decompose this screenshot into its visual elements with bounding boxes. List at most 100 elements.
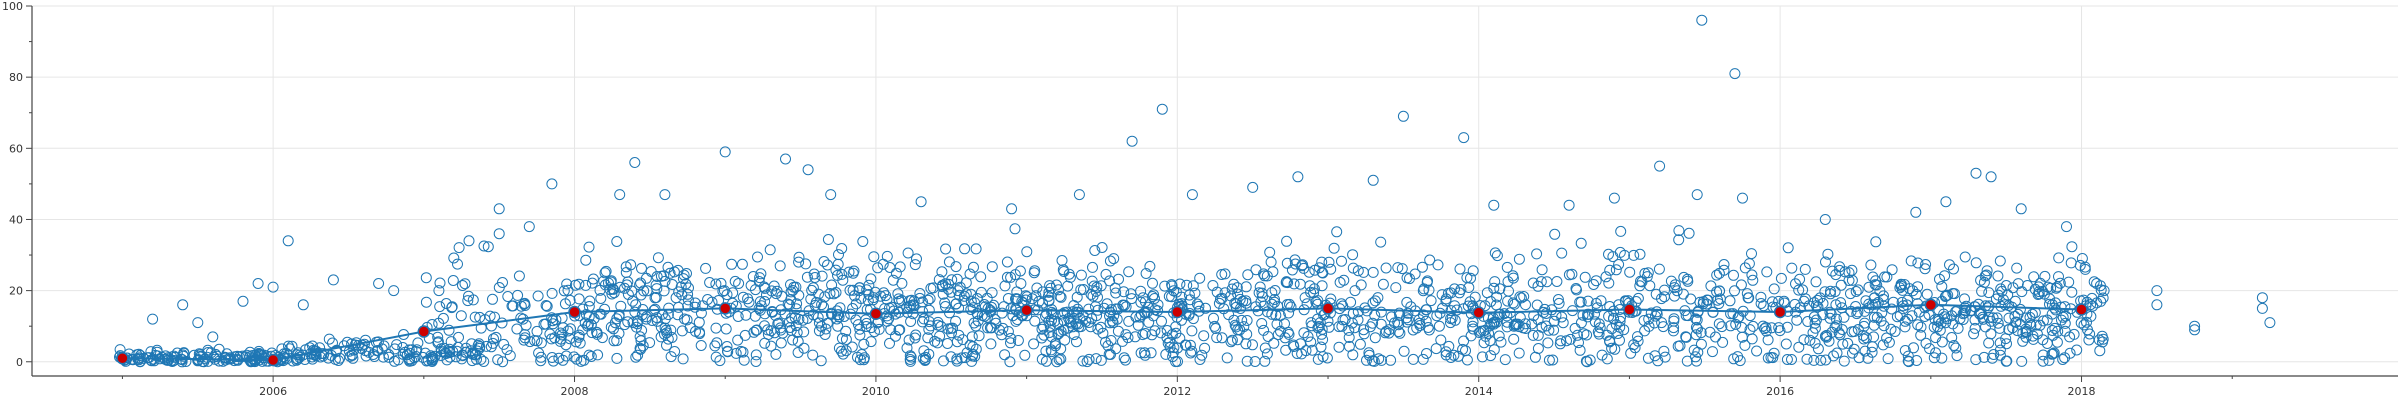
scatter-point [1513, 347, 1525, 359]
scatter-point [1556, 247, 1568, 259]
scatter-point [2071, 344, 2083, 356]
scatter-point [2046, 325, 2058, 336]
scatter-point [389, 343, 401, 355]
scatter-point [877, 258, 889, 270]
scatter-point [1036, 332, 1048, 344]
scatter-point [2037, 315, 2049, 327]
scatter-point [523, 221, 535, 233]
scatter-point [770, 348, 782, 360]
scatter-point [649, 292, 661, 304]
scatter-point [715, 277, 727, 289]
y-tick-label: 60 [9, 142, 23, 155]
scatter-point [1493, 308, 1505, 320]
scatter-point [1798, 334, 1810, 346]
scatter-point [914, 288, 926, 299]
scatter-point [1347, 249, 1359, 261]
scatter-point [1105, 304, 1117, 316]
scatter-point [1724, 295, 1736, 307]
scatter-point [1751, 345, 1763, 357]
scatter-point [1352, 265, 1364, 277]
x-tick-label: 2010 [862, 385, 890, 398]
scatter-point [1207, 280, 1219, 291]
scatter-point [1238, 321, 1250, 333]
scatter-point [904, 295, 916, 307]
scatter-point [729, 275, 741, 287]
scatter-point [2009, 310, 2021, 322]
scatter-point [2059, 352, 2071, 364]
scatter-point [1833, 327, 1845, 339]
scatter-point [1552, 294, 1564, 305]
scatter-point [488, 333, 499, 345]
scatter-point [1425, 295, 1437, 307]
scatter-point [1632, 292, 1644, 304]
scatter-point [1714, 285, 1725, 297]
scatter-point [1767, 352, 1779, 364]
scatter-point [1589, 308, 1600, 320]
scatter-point [133, 354, 145, 366]
scatter-point [939, 297, 951, 309]
scatter-point [1716, 321, 1728, 333]
scatter-point [420, 296, 432, 308]
scatter-point [1369, 332, 1381, 344]
scatter-point [1083, 353, 1095, 365]
scatter-point [1029, 315, 1041, 327]
scatter-point [1804, 334, 1816, 346]
scatter-point [677, 273, 689, 285]
scatter-point [420, 272, 432, 284]
trend-marker [2075, 303, 2088, 316]
scatter-point [1847, 347, 1858, 359]
x-tick-label: 2018 [2068, 385, 2096, 398]
scatter-point [1981, 265, 1993, 277]
scatter-point [457, 280, 468, 291]
scatter-point [1857, 330, 1869, 341]
scatter-point [1434, 307, 1446, 319]
scatter-point [1618, 324, 1630, 336]
scatter-point [737, 346, 749, 358]
scatter-point [1794, 302, 1806, 314]
scatter-point [2015, 203, 2027, 215]
scatter-point [960, 288, 972, 300]
scatter-point [2189, 324, 2201, 336]
scatter-point [531, 325, 543, 337]
scatter-point [1117, 299, 1129, 311]
scatter-point [740, 309, 752, 321]
scatter-point [1868, 319, 1880, 331]
scatter-point [1947, 318, 1959, 330]
scatter-point [376, 343, 388, 355]
scatter-point [1671, 285, 1683, 297]
scatter-point [2059, 301, 2071, 313]
trend-marker [1171, 305, 1184, 319]
scatter-point [482, 241, 494, 253]
scatter-point [1445, 313, 1457, 325]
scatter-point [1867, 271, 1879, 283]
scatter-point [1215, 293, 1226, 305]
scatter-point [1649, 350, 1661, 362]
scatter-point [1397, 110, 1409, 122]
scatter-point [1639, 267, 1651, 279]
scatter-point [498, 338, 510, 350]
scatter-point [2045, 282, 2057, 294]
scatter-point [1401, 296, 1413, 308]
scatter-point [1316, 280, 1328, 292]
scatter-point [334, 352, 346, 364]
scatter-point [1737, 192, 1748, 204]
scatter-point [1376, 354, 1387, 366]
scatter-point [1075, 284, 1087, 296]
scatter-point [619, 282, 630, 294]
scatter-point [592, 349, 604, 361]
scatter-point [1316, 323, 1328, 335]
scatter-point [1713, 318, 1725, 330]
scatter-point [388, 285, 400, 297]
scatter-point [1789, 298, 1801, 310]
scatter-point [965, 295, 977, 307]
scatter-point [1658, 291, 1670, 303]
scatter-point [580, 309, 592, 320]
scatter-point [2057, 354, 2069, 365]
x-tick-label: 2016 [1766, 385, 1794, 398]
scatter-point [1824, 312, 1836, 324]
scatter-point [973, 330, 985, 342]
scatter-point [854, 329, 866, 341]
scatter-point [487, 293, 498, 305]
scatter-point [1005, 271, 1017, 283]
scatter-point [1820, 354, 1832, 366]
